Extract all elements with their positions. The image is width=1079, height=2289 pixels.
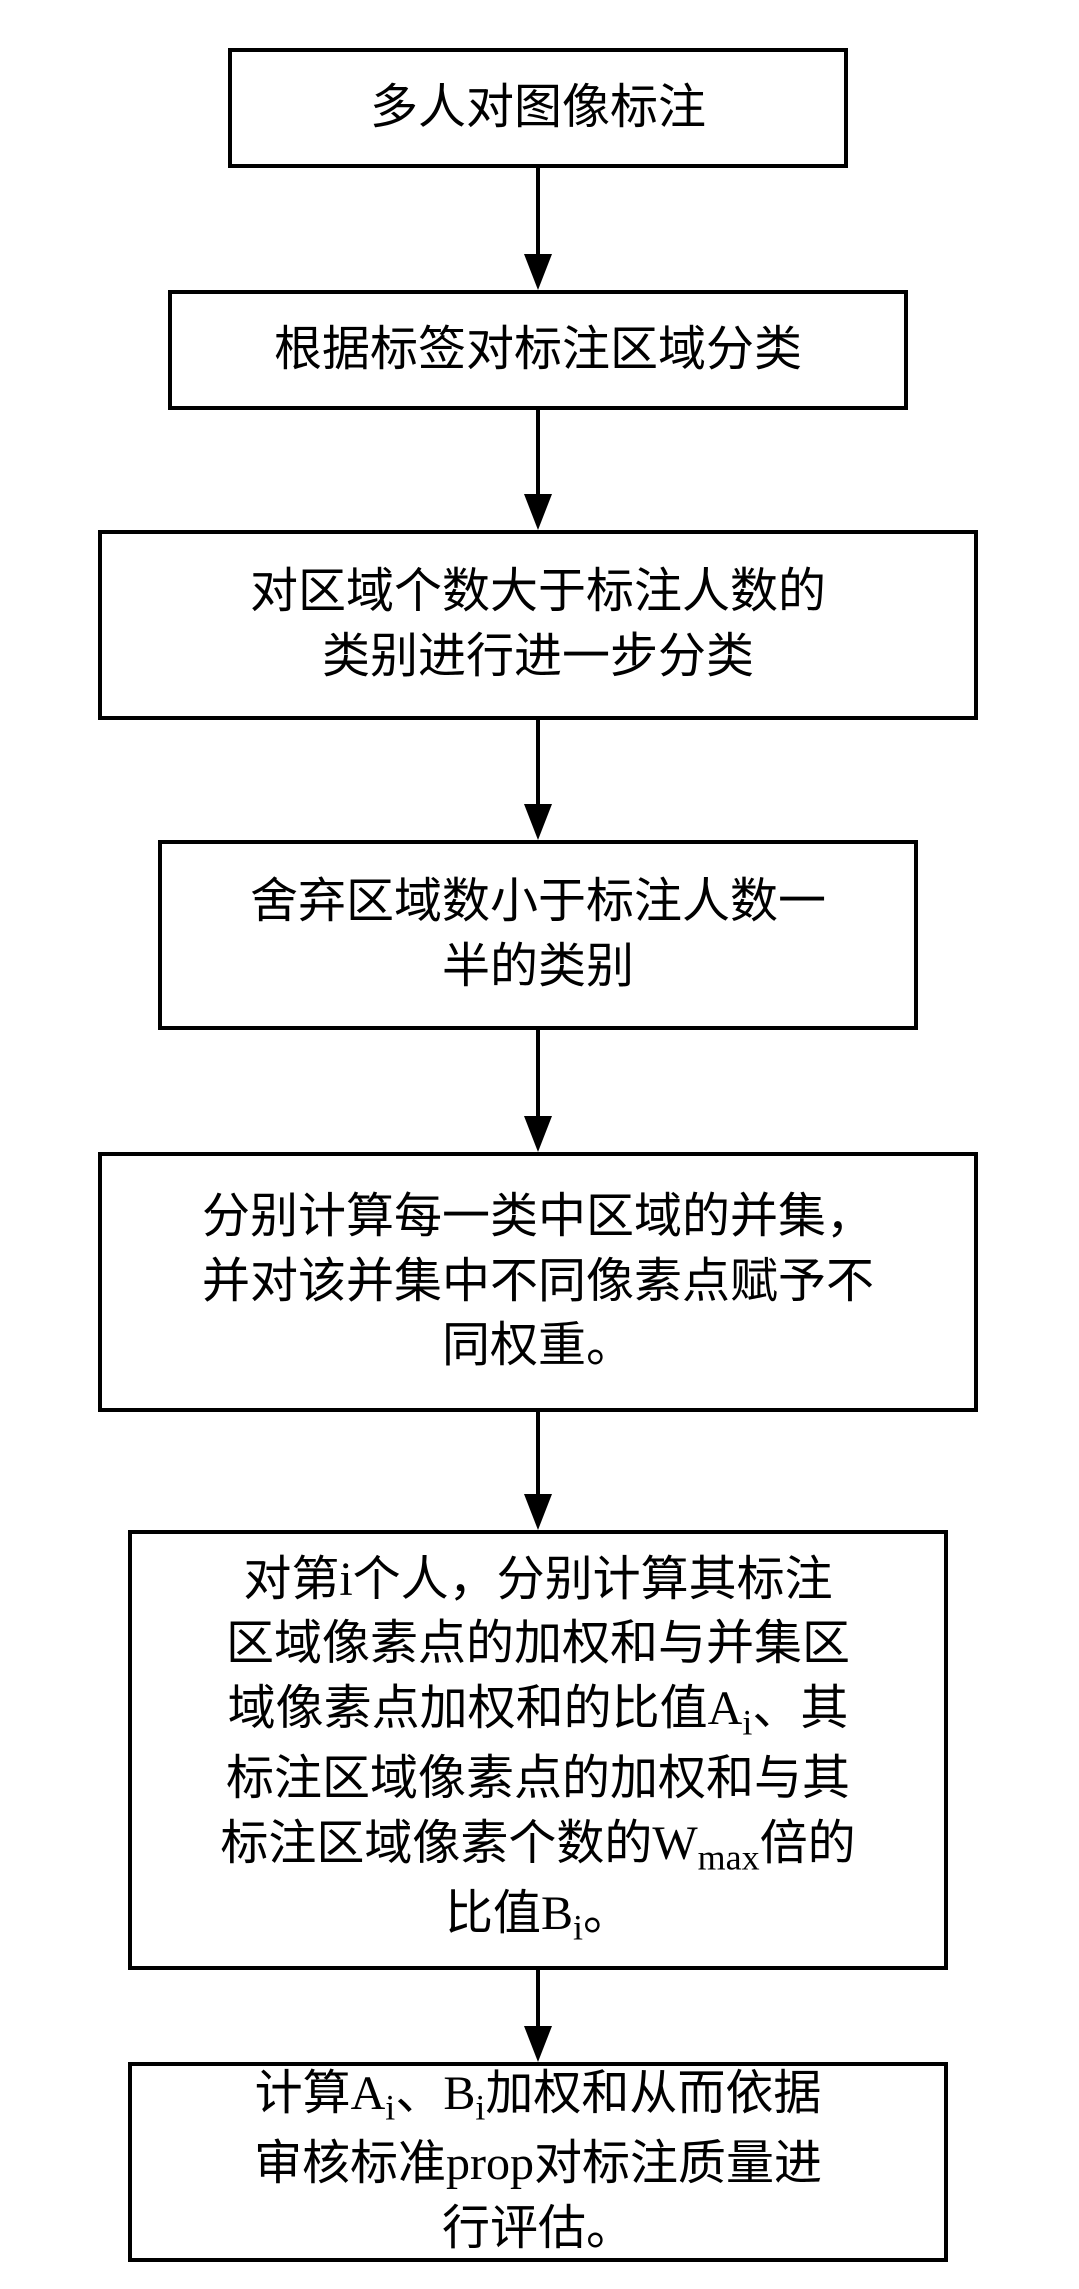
flow-node-n3: 对区域个数大于标注人数的类别进行进一步分类 <box>98 530 978 720</box>
flow-node-n6: 对第i个人，分别计算其标注区域像素点的加权和与并集区域像素点加权和的比值Ai、其… <box>128 1530 948 1970</box>
flow-edge-n6-n7 <box>510 1970 566 2062</box>
flow-edge-n5-n6 <box>510 1412 566 1530</box>
flow-node-n5: 分别计算每一类中区域的并集，并对该并集中不同像素点赋予不同权重。 <box>98 1152 978 1412</box>
flow-node-text: 多人对图像标注 <box>370 76 706 141</box>
flow-node-n1: 多人对图像标注 <box>228 48 848 168</box>
flow-edge-n2-n3 <box>510 410 566 530</box>
flow-node-text: 根据标签对标注区域分类 <box>274 318 802 383</box>
flow-edge-n4-n5 <box>510 1030 566 1152</box>
flow-node-text: 分别计算每一类中区域的并集，并对该并集中不同像素点赋予不同权重。 <box>202 1185 874 1379</box>
flow-node-text: 对区域个数大于标注人数的类别进行进一步分类 <box>250 560 826 690</box>
flow-node-n4: 舍弃区域数小于标注人数一半的类别 <box>158 840 918 1030</box>
flow-node-text: 对第i个人，分别计算其标注区域像素点的加权和与并集区域像素点加权和的比值Ai、其… <box>220 1548 855 1953</box>
flow-edge-n3-n4 <box>510 720 566 840</box>
flow-node-text: 舍弃区域数小于标注人数一半的类别 <box>250 870 826 1000</box>
flow-node-text: 计算Ai、Bi加权和从而依据审核标准prop对标注质量进行评估。 <box>254 2062 822 2262</box>
flowchart-canvas: 多人对图像标注根据标签对标注区域分类对区域个数大于标注人数的类别进行进一步分类舍… <box>0 0 1079 2289</box>
flow-node-n7: 计算Ai、Bi加权和从而依据审核标准prop对标注质量进行评估。 <box>128 2062 948 2262</box>
flow-node-n2: 根据标签对标注区域分类 <box>168 290 908 410</box>
flow-edge-n1-n2 <box>510 168 566 290</box>
